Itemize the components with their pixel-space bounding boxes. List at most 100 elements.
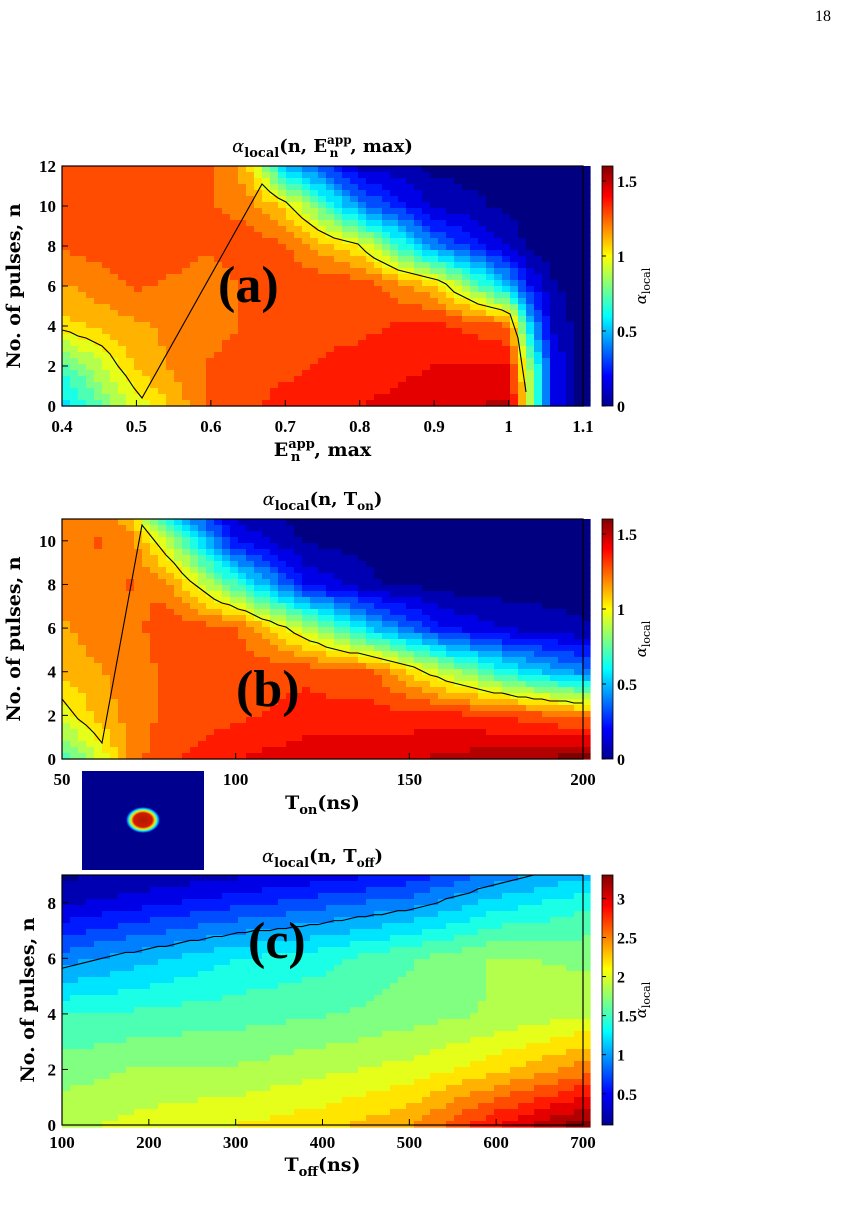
heatmap-cell (446, 723, 455, 730)
heatmap-cell (534, 567, 543, 574)
heatmap-cell (246, 388, 255, 395)
heatmap-cell (350, 561, 359, 568)
heatmap-cell (470, 633, 479, 640)
heatmap-cell (566, 274, 575, 281)
heatmap-cell (270, 256, 279, 263)
heatmap-cell (246, 555, 255, 562)
heatmap-cell (310, 573, 319, 580)
heatmap-cell (366, 555, 375, 562)
heatmap-cell (558, 166, 567, 173)
heatmap-cell (262, 711, 271, 718)
heatmap-cell (230, 705, 239, 712)
heatmap-cell (310, 304, 319, 311)
heatmap-cell (494, 543, 503, 550)
heatmap-cell (94, 382, 103, 389)
heatmap-cell (286, 310, 295, 317)
heatmap-cell (462, 334, 471, 341)
heatmap-cell (486, 663, 495, 670)
heatmap-cell (390, 304, 399, 311)
heatmap-cell (198, 214, 207, 221)
heatmap-cell (382, 615, 391, 622)
heatmap-cell (486, 591, 495, 598)
heatmap-cell (270, 316, 279, 323)
heatmap-cell (534, 232, 543, 239)
heatmap-cell (158, 621, 167, 628)
heatmap-cell (94, 627, 103, 634)
heatmap-cell (238, 567, 247, 574)
heatmap-cell (550, 687, 559, 694)
heatmap-cell (190, 651, 199, 658)
heatmap-cell (566, 723, 575, 730)
heatmap-cell (174, 244, 183, 251)
heatmap-cell (478, 591, 487, 598)
heatmap-cell (78, 220, 87, 227)
heatmap-cell (62, 585, 71, 592)
heatmap-cell (142, 238, 151, 245)
heatmap-cell (150, 316, 159, 323)
heatmap-cell (182, 537, 191, 544)
heatmap-cell (566, 364, 575, 371)
heatmap-cell (414, 196, 423, 203)
heatmap-cell (462, 382, 471, 389)
heatmap-cell (78, 250, 87, 257)
heatmap-cell (374, 340, 383, 347)
heatmap-cell (414, 711, 423, 718)
heatmap-cell (342, 394, 351, 401)
heatmap-cell (230, 651, 239, 658)
heatmap-cell (238, 591, 247, 598)
heatmap-cell (118, 687, 127, 694)
heatmap-cell (542, 693, 551, 700)
heatmap-cell (326, 537, 335, 544)
heatmap-cell (406, 262, 415, 269)
heatmap-cell (558, 262, 567, 269)
heatmap-cell (374, 687, 383, 694)
heatmap-cell (550, 705, 559, 712)
heatmap-cell (310, 585, 319, 592)
heatmap-cell (478, 597, 487, 604)
heatmap-cell (78, 723, 87, 730)
heatmap-cell (254, 633, 263, 640)
heatmap-cell (190, 645, 199, 652)
heatmap-cell (270, 238, 279, 245)
heatmap-cell (406, 681, 415, 688)
heatmap-cell (534, 633, 543, 640)
heatmap-cell (486, 717, 495, 724)
heatmap-cell (286, 669, 295, 676)
heatmap-cell (86, 723, 95, 730)
heatmap-cell (486, 202, 495, 209)
heatmap-cell (366, 579, 375, 586)
heatmap-cell (318, 669, 327, 676)
heatmap-cell (270, 292, 279, 299)
heatmap-cell (294, 394, 303, 401)
heatmap-cell (374, 531, 383, 538)
heatmap-cell (542, 352, 551, 359)
heatmap-cell (278, 633, 287, 640)
heatmap-cell (438, 178, 447, 185)
heatmap-cell (326, 316, 335, 323)
heatmap-cell (150, 669, 159, 676)
heatmap-cell (310, 178, 319, 185)
heatmap-cell (310, 238, 319, 245)
heatmap-cell (262, 352, 271, 359)
heatmap-cell (110, 681, 119, 688)
heatmap-cell (246, 190, 255, 197)
heatmap-cell (374, 723, 383, 730)
heatmap-cell (94, 591, 103, 598)
heatmap-cell (142, 178, 151, 185)
heatmap-cell (150, 549, 159, 556)
heatmap-cell (70, 525, 79, 532)
heatmap-cell (582, 346, 591, 353)
heatmap-cell (446, 639, 455, 646)
heatmap-cell (366, 190, 375, 197)
heatmap-cell (94, 693, 103, 700)
heatmap-cell (542, 214, 551, 221)
heatmap-cell (582, 232, 591, 239)
heatmap-cell (182, 699, 191, 706)
heatmap-cell (238, 717, 247, 724)
heatmap-cell (510, 214, 519, 221)
heatmap-cell (110, 525, 119, 532)
heatmap-cell (278, 358, 287, 365)
heatmap-cell (510, 166, 519, 173)
heatmap-cell (294, 585, 303, 592)
heatmap-cell (182, 681, 191, 688)
